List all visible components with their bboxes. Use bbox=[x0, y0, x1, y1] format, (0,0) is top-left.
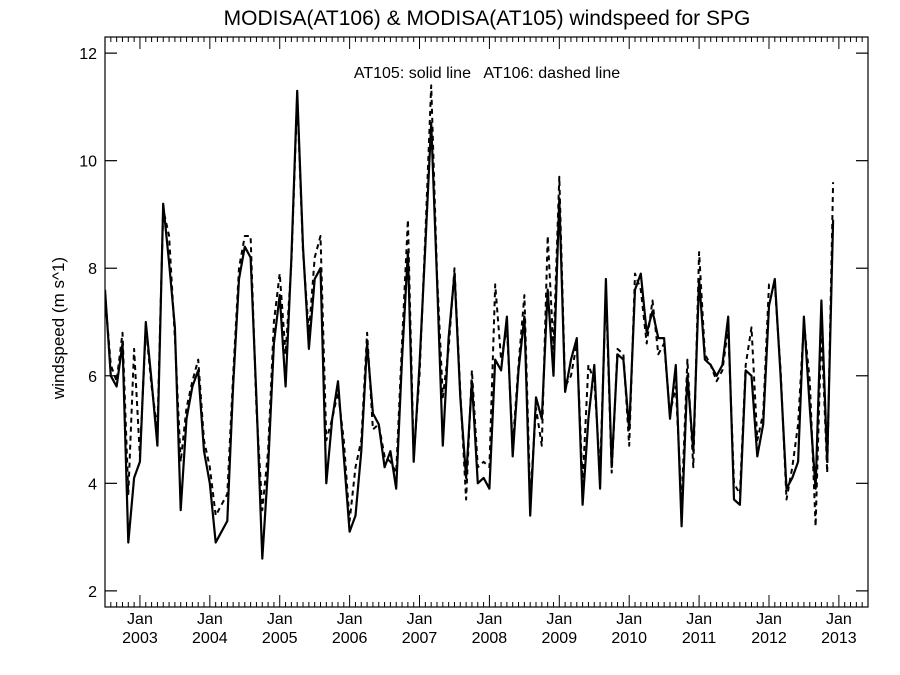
x-tick-label-month: Jan bbox=[616, 611, 642, 628]
x-tick-label-year: 2009 bbox=[542, 630, 578, 647]
x-tick-label-year: 2005 bbox=[262, 630, 298, 647]
series-line-at105 bbox=[105, 89, 835, 560]
plot-frame bbox=[104, 36, 869, 608]
x-tick-label-month: Jan bbox=[756, 611, 782, 628]
chart-title: MODISA(AT106) & MODISA(AT105) windspeed … bbox=[224, 7, 751, 30]
x-tick-label-year: 2007 bbox=[402, 630, 438, 647]
x-tick-label-year: 2003 bbox=[122, 630, 158, 647]
x-tick-label-year: 2004 bbox=[192, 630, 228, 647]
chart-annotation: AT105: solid line AT106: dashed line bbox=[354, 65, 620, 82]
x-tick-label-month: Jan bbox=[546, 611, 572, 628]
y-tick-label: 4 bbox=[88, 476, 97, 493]
x-tick-label-month: Jan bbox=[407, 611, 433, 628]
x-tick-label-month: Jan bbox=[267, 611, 293, 628]
plot-area: 2 4 6 8 10 12 Jan 2003 Jan 2004 Jan 2005 Jan 2006 Jan 2… bbox=[79, 36, 869, 647]
x-tick-label-month: Jan bbox=[826, 611, 852, 628]
x-tick-label-year: 2011 bbox=[682, 630, 717, 647]
y-tick-label: 10 bbox=[79, 154, 97, 171]
x-tick-label-year: 2006 bbox=[332, 630, 368, 647]
x-tick-label-month: Jan bbox=[477, 611, 503, 628]
y-tick-label: 2 bbox=[88, 584, 97, 601]
y-tick-label: 8 bbox=[88, 261, 97, 278]
x-tick-label-month: Jan bbox=[686, 611, 712, 628]
x-tick-label-month: Jan bbox=[337, 611, 363, 628]
y-tick-label: 12 bbox=[79, 46, 97, 63]
y-axis-label: windspeed (m s^1) bbox=[49, 257, 68, 400]
x-tick-label-month: Jan bbox=[127, 611, 153, 628]
y-tick-label: 6 bbox=[88, 369, 97, 386]
series-line-at106 bbox=[105, 84, 835, 528]
x-tick-label-month: Jan bbox=[197, 611, 223, 628]
x-tick-label-year: 2013 bbox=[821, 630, 857, 647]
x-tick-label-year: 2012 bbox=[751, 630, 787, 647]
x-tick-label-year: 2010 bbox=[611, 630, 647, 647]
x-tick-label-year: 2008 bbox=[472, 630, 508, 647]
